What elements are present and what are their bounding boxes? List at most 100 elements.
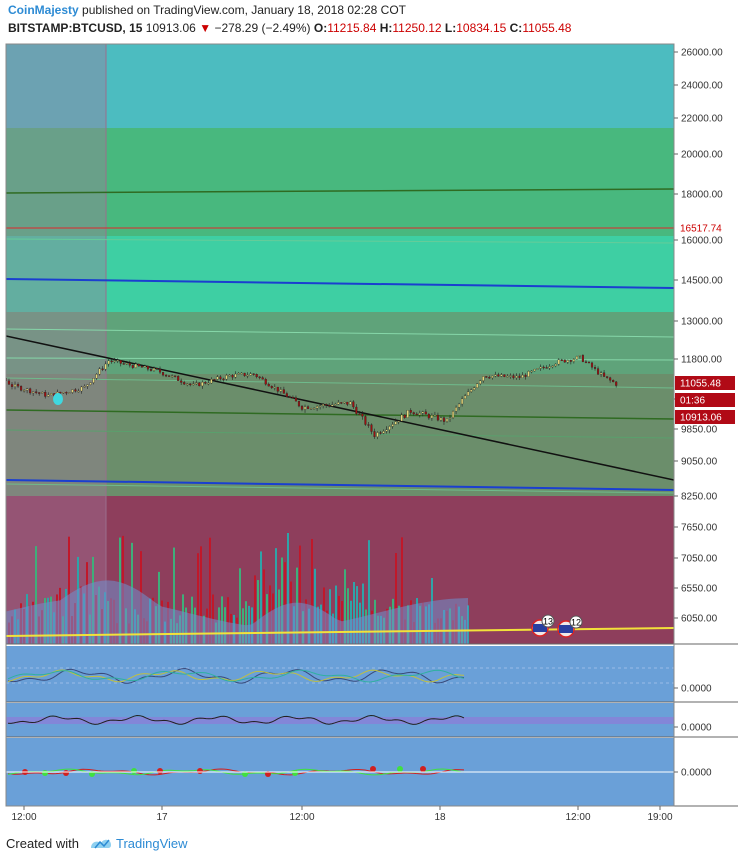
candle (195, 380, 198, 386)
candle (436, 412, 439, 422)
ohlc-line: BITSTAMP:BTCUSD, 15 10913.06 ▼ −278.29 (… (8, 21, 571, 35)
candle (337, 399, 340, 405)
candle (572, 358, 575, 364)
candle (207, 380, 210, 386)
author-link[interactable]: CoinMajesty (8, 3, 79, 17)
event-marker-2[interactable]: 12 (557, 615, 583, 638)
price-change: −278.29 (−2.49%) (214, 21, 311, 35)
candle (503, 374, 506, 378)
volume-ma-area (6, 580, 468, 644)
candle (397, 420, 400, 425)
candle (467, 388, 470, 396)
volume-bar (239, 568, 241, 644)
y-tick-label: 16000.00 (681, 236, 723, 247)
price-tag-countdown: 01:36 (675, 393, 735, 407)
candle (385, 426, 388, 434)
candle (131, 364, 134, 370)
candle (29, 387, 32, 395)
candle (149, 367, 153, 372)
created-with-text: Created with (6, 836, 79, 851)
signal-dot (370, 766, 376, 772)
candle (600, 370, 603, 378)
candle (554, 363, 557, 368)
candle (587, 361, 591, 364)
candle (228, 373, 231, 377)
candle (32, 391, 35, 396)
candle (125, 360, 128, 366)
volume-bar (275, 548, 277, 644)
volume-bar (395, 553, 397, 644)
tradingview-link[interactable]: TradingView (116, 836, 188, 851)
candle (261, 376, 264, 380)
candle (50, 392, 53, 396)
channel-lower (6, 479, 674, 491)
y-tick-label: 7650.00 (681, 523, 718, 534)
volume-bar (68, 536, 70, 644)
candle (183, 380, 186, 385)
candle (35, 389, 38, 395)
y-tick-label: 13000.00 (681, 317, 723, 328)
candle (536, 368, 539, 370)
price-chart[interactable]: 13 12 26000.00 24000.00 22000.00 20000.00 18… (0, 38, 738, 828)
candle (433, 411, 436, 417)
candle (137, 363, 140, 367)
candle (180, 378, 183, 385)
price-tag-resistance-text: 16517.74 (680, 224, 722, 235)
volume-bar (257, 580, 259, 644)
indicator-3-lines (7, 766, 465, 777)
x-tick-label: 12:00 (11, 812, 36, 823)
candle (189, 383, 192, 387)
candle (44, 390, 47, 399)
candle (23, 389, 26, 393)
candle (406, 410, 409, 418)
candle (68, 392, 71, 394)
candle (171, 374, 174, 379)
event-marker-1[interactable]: 13 (531, 614, 555, 637)
candle (168, 375, 171, 377)
y-tick-label: 20000.00 (681, 150, 723, 161)
candle (581, 354, 584, 363)
candle (512, 373, 515, 380)
candle (116, 358, 119, 364)
zone-low (6, 374, 674, 496)
candle (143, 364, 146, 368)
candle (174, 375, 177, 378)
candle (470, 388, 473, 393)
signal-dot (42, 770, 48, 776)
close-label: C: (509, 21, 523, 35)
candle (364, 415, 367, 426)
x-tick-label: 18 (434, 812, 446, 823)
candle (319, 403, 322, 410)
candle (343, 401, 346, 404)
price-tag-close: 11055.48 (675, 376, 735, 390)
shaded-session (6, 44, 106, 644)
indicator-pane-1 (6, 646, 674, 702)
zone-teal (6, 236, 674, 312)
signal-dot (420, 766, 426, 772)
volume-bar (281, 557, 283, 644)
candle (500, 372, 503, 378)
candle (584, 359, 588, 364)
candle (590, 361, 594, 370)
x-tick-label: 12:00 (565, 812, 590, 823)
time-axis[interactable]: 12:00 17 12:00 18 12:00 19:00 (11, 806, 673, 823)
candle (80, 385, 83, 394)
candle (358, 410, 361, 415)
candle (325, 403, 328, 409)
candle (74, 388, 77, 393)
candle (110, 359, 113, 364)
open-label: O: (313, 21, 328, 35)
y-tick-label: 7050.00 (681, 554, 718, 565)
candle (361, 410, 364, 420)
candle (243, 372, 246, 377)
candle (71, 389, 74, 394)
candle (201, 380, 204, 389)
y-tick-label: 18000.00 (681, 190, 723, 201)
price-tag-resistance: 16517.74 (675, 221, 735, 235)
event-count-2: 12 (571, 618, 581, 628)
last-price: 10913.06 (145, 21, 196, 35)
candle (497, 372, 500, 377)
candle (291, 395, 294, 399)
candle (427, 413, 430, 420)
candle (158, 366, 162, 375)
